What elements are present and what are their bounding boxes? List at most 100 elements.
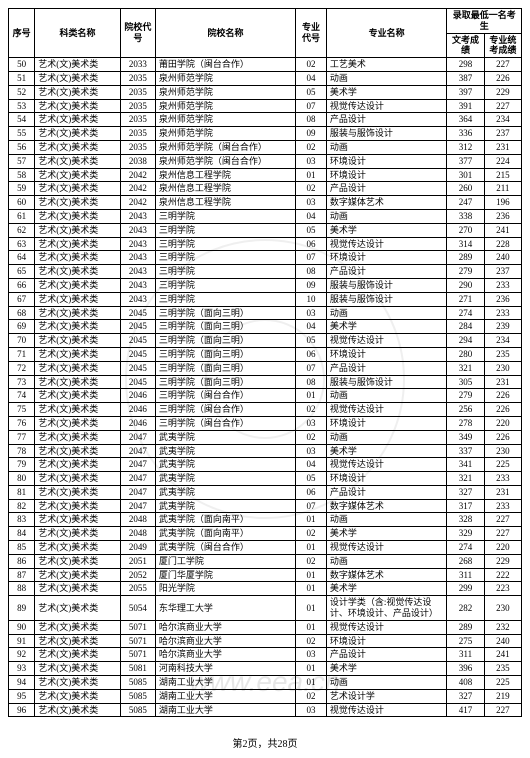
cell-major-code: 02 [296,689,327,703]
table-row: 70艺术(文)美术类2045三明学院（面向三明）05视觉传达设计294234 [9,334,522,348]
header-school-name: 院校名称 [155,9,295,58]
cell-seq: 64 [9,251,35,265]
cell-score-wen: 279 [447,265,484,279]
cell-major-code: 08 [296,265,327,279]
cell-seq: 92 [9,648,35,662]
cell-seq: 75 [9,403,35,417]
table-row: 76艺术(文)美术类2046三明学院（闽台合作）03环境设计278220 [9,416,522,430]
cell-score-wen: 341 [447,458,484,472]
cell-school-code: 2045 [120,375,155,389]
cell-school-code: 2047 [120,444,155,458]
cell-school-name: 厦门华厦学院 [155,568,295,582]
cell-score-pro: 233 [484,499,521,513]
cell-major-name: 产品设计 [326,182,447,196]
cell-score-wen: 275 [447,634,484,648]
cell-score-wen: 280 [447,347,484,361]
cell-school-name: 阳光学院 [155,582,295,596]
cell-major-name: 美术学 [326,85,447,99]
cell-seq: 71 [9,347,35,361]
cell-major-code: 01 [296,620,327,634]
cell-major-code: 07 [296,251,327,265]
cell-score-pro: 220 [484,541,521,555]
cell-category: 艺术(文)美术类 [35,251,121,265]
cell-score-wen: 290 [447,278,484,292]
cell-school-code: 2047 [120,472,155,486]
cell-school-name: 三明学院（面向三明） [155,306,295,320]
cell-score-pro: 236 [484,292,521,306]
cell-score-pro: 233 [484,472,521,486]
table-row: 94艺术(文)美术类5085湖南工业大学01动画408225 [9,676,522,690]
cell-school-name: 三明学院 [155,237,295,251]
cell-major-code: 03 [296,444,327,458]
cell-score-wen: 321 [447,361,484,375]
cell-score-pro: 233 [484,306,521,320]
cell-school-name: 武夷学院 [155,444,295,458]
cell-score-wen: 364 [447,113,484,127]
cell-major-code: 02 [296,140,327,154]
table-row: 61艺术(文)美术类2043三明学院04动画338236 [9,209,522,223]
table-row: 96艺术(文)美术类5085湖南工业大学03视觉传达设计417227 [9,703,522,717]
cell-score-pro: 227 [484,513,521,527]
cell-category: 艺术(文)美术类 [35,485,121,499]
cell-seq: 58 [9,168,35,182]
cell-major-code: 02 [296,403,327,417]
cell-major-name: 动画 [326,430,447,444]
cell-score-wen: 305 [447,375,484,389]
cell-score-wen: 294 [447,334,484,348]
cell-category: 艺术(文)美术类 [35,154,121,168]
cell-school-name: 三明学院（面向三明） [155,361,295,375]
cell-major-code: 02 [296,554,327,568]
table-row: 73艺术(文)美术类2045三明学院（面向三明）08服装与服饰设计305231 [9,375,522,389]
cell-school-code: 2045 [120,361,155,375]
cell-school-name: 武夷学院 [155,485,295,499]
cell-school-name: 三明学院 [155,223,295,237]
cell-seq: 53 [9,99,35,113]
cell-score-wen: 270 [447,223,484,237]
table-row: 71艺术(文)美术类2045三明学院（面向三明）06环境设计280235 [9,347,522,361]
header-school-code: 院校代号 [120,9,155,58]
cell-category: 艺术(文)美术类 [35,168,121,182]
cell-category: 艺术(文)美术类 [35,527,121,541]
table-row: 69艺术(文)美术类2045三明学院（面向三明）04美术学284239 [9,320,522,334]
cell-seq: 87 [9,568,35,582]
cell-major-name: 视觉传达设计 [326,403,447,417]
cell-school-name: 武夷学院 [155,499,295,513]
header-seq: 序号 [9,9,35,58]
cell-score-wen: 278 [447,416,484,430]
cell-category: 艺术(文)美术类 [35,196,121,210]
cell-major-name: 动画 [326,554,447,568]
cell-major-code: 03 [296,648,327,662]
cell-score-pro: 235 [484,662,521,676]
cell-category: 艺术(文)美术类 [35,71,121,85]
cell-major-name: 产品设计 [326,361,447,375]
cell-category: 艺术(文)美术类 [35,689,121,703]
table-row: 54艺术(文)美术类2035泉州师范学院08产品设计364234 [9,113,522,127]
cell-major-code: 01 [296,541,327,555]
cell-major-code: 01 [296,168,327,182]
cell-score-pro: 229 [484,554,521,568]
cell-seq: 57 [9,154,35,168]
cell-school-name: 三明学院（闽台合作） [155,389,295,403]
cell-school-code: 2051 [120,554,155,568]
header-score-wen: 文考成绩 [447,33,484,58]
cell-score-pro: 236 [484,209,521,223]
table-row: 93艺术(文)美术类5081河南科技大学01美术学396235 [9,662,522,676]
cell-school-code: 2042 [120,182,155,196]
cell-score-pro: 234 [484,113,521,127]
cell-category: 艺术(文)美术类 [35,634,121,648]
cell-major-name: 美术学 [326,223,447,237]
cell-seq: 85 [9,541,35,555]
cell-score-wen: 274 [447,306,484,320]
cell-score-wen: 268 [447,554,484,568]
cell-seq: 84 [9,527,35,541]
cell-score-pro: 219 [484,689,521,703]
cell-score-pro: 237 [484,265,521,279]
cell-seq: 60 [9,196,35,210]
cell-score-pro: 215 [484,168,521,182]
cell-school-code: 2035 [120,113,155,127]
cell-major-code: 08 [296,375,327,389]
cell-category: 艺术(文)美术类 [35,554,121,568]
header-major-code: 专业代号 [296,9,327,58]
page-footer: 第2页，共28页 [8,735,522,750]
cell-category: 艺术(文)美术类 [35,320,121,334]
